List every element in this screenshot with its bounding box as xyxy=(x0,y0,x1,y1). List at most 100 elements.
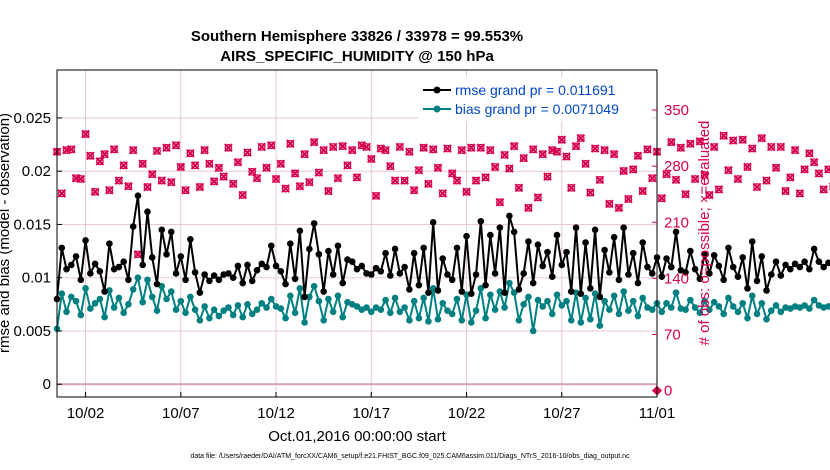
obs-possible-marker xyxy=(605,199,614,208)
rmse-data-point xyxy=(87,270,94,277)
obs-evaluated-marker xyxy=(219,172,228,181)
y2-tick-label: 210 xyxy=(664,214,689,231)
obs-evaluated-marker xyxy=(595,175,605,185)
rmse-data-point xyxy=(353,265,361,273)
rmse-series-line xyxy=(56,195,830,300)
rmse-data-point xyxy=(163,250,170,258)
bias-data-point xyxy=(315,297,323,305)
obs-evaluated-marker xyxy=(790,145,800,155)
bias-data-point xyxy=(639,294,647,302)
obs-possible-marker xyxy=(576,134,585,142)
obs-possible-marker xyxy=(281,184,290,193)
obs-possible-marker xyxy=(224,143,233,152)
rmse-data-point xyxy=(472,271,480,278)
rmse-data-point xyxy=(253,266,261,274)
obs-evaluated-marker xyxy=(524,203,533,213)
y2-tick-label: 70 xyxy=(664,326,681,343)
obs-evaluated-marker xyxy=(819,185,828,194)
obs-possible-marker xyxy=(519,154,528,163)
obs-evaluated-marker xyxy=(171,141,181,150)
obs-possible-marker xyxy=(196,183,204,191)
rmse-data-point xyxy=(810,245,818,253)
obs-possible-marker xyxy=(772,163,780,172)
obs-evaluated-marker xyxy=(200,145,209,155)
obs-evaluated-marker xyxy=(590,144,600,153)
rmse-data-point xyxy=(563,248,570,256)
obs-evaluated-marker xyxy=(400,176,409,185)
obs-evaluated-marker xyxy=(247,167,257,177)
obs-possible-marker xyxy=(567,183,576,192)
bias-data-point xyxy=(334,292,342,300)
bias-data-point xyxy=(167,288,175,295)
obs-evaluated-marker xyxy=(438,189,448,198)
rmse-data-point xyxy=(567,288,575,295)
obs-evaluated-marker xyxy=(538,149,548,159)
obs-evaluated-marker xyxy=(262,163,271,173)
rmse-data-point xyxy=(582,239,589,246)
y2-tick-label: 140 xyxy=(664,270,689,287)
obs-possible-marker xyxy=(305,178,314,187)
obs-possible-marker xyxy=(510,142,518,150)
obs-possible-marker xyxy=(415,166,423,175)
obs-evaluated-marker xyxy=(409,185,419,195)
obs-possible-marker xyxy=(138,159,147,168)
obs-evaluated-marker xyxy=(214,163,224,173)
rmse-data-point xyxy=(272,262,280,270)
bias-data-point xyxy=(425,318,432,325)
obs-evaluated-marker xyxy=(643,145,652,154)
obs-possible-marker xyxy=(119,161,128,170)
rmse-data-point xyxy=(672,228,680,236)
obs-evaluated-marker xyxy=(105,185,114,195)
rmse-data-point xyxy=(534,241,542,248)
rmse-data-point xyxy=(182,276,189,284)
bias-data-point xyxy=(329,308,337,316)
rmse-data-point xyxy=(820,263,827,271)
obs-possible-marker xyxy=(229,179,238,188)
obs-evaluated-marker xyxy=(119,161,128,170)
bias-data-point xyxy=(663,299,670,307)
rmse-data-point xyxy=(577,290,585,297)
obs-evaluated-marker xyxy=(757,133,767,143)
obs-evaluated-marker xyxy=(414,165,424,175)
obs-possible-marker xyxy=(572,142,580,150)
obs-evaluated-marker xyxy=(314,168,324,177)
rmse-data-point xyxy=(758,253,766,260)
obs-possible-marker xyxy=(124,182,133,191)
rmse-data-point xyxy=(710,252,718,259)
rmse-data-point xyxy=(682,269,689,276)
obs-evaluated-marker xyxy=(114,176,124,185)
obs-evaluated-marker xyxy=(147,169,157,179)
rmse-data-point xyxy=(77,276,85,284)
x-tick-label: 11/01 xyxy=(639,405,675,422)
rmse-data-point xyxy=(439,255,447,262)
obs-possible-marker xyxy=(329,143,338,151)
bias-data-point xyxy=(591,290,599,297)
obs-possible-marker xyxy=(286,139,295,148)
obs-evaluated-marker xyxy=(162,143,171,153)
obs-evaluated-marker xyxy=(547,145,557,155)
bias-data-point xyxy=(682,306,689,313)
bias-data-point xyxy=(720,310,727,318)
rmse-data-point xyxy=(806,265,813,273)
obs-possible-marker xyxy=(296,182,304,191)
obs-evaluated-marker xyxy=(533,193,543,202)
bias-data-point xyxy=(282,314,289,322)
x-tick-label: 10/02 xyxy=(67,405,105,422)
obs-evaluated-marker xyxy=(719,131,728,141)
obs-possible-marker xyxy=(167,178,176,187)
obs-evaluated-marker xyxy=(786,173,795,182)
obs-evaluated-marker xyxy=(824,165,830,174)
rmse-data-point xyxy=(482,281,489,289)
obs-possible-marker xyxy=(238,191,247,199)
rmse-data-point xyxy=(734,273,742,280)
rmse-data-point xyxy=(320,288,327,295)
obs-evaluated-marker xyxy=(81,129,90,139)
bias-data-point xyxy=(387,309,394,317)
obs-evaluated-marker xyxy=(433,163,443,173)
obs-possible-marker xyxy=(534,193,542,202)
rmse-data-point xyxy=(610,233,618,241)
rmse-data-point xyxy=(634,279,642,287)
obs-evaluated-marker xyxy=(195,182,205,192)
bias-data-point xyxy=(748,292,756,300)
rmse-data-point xyxy=(425,289,432,296)
